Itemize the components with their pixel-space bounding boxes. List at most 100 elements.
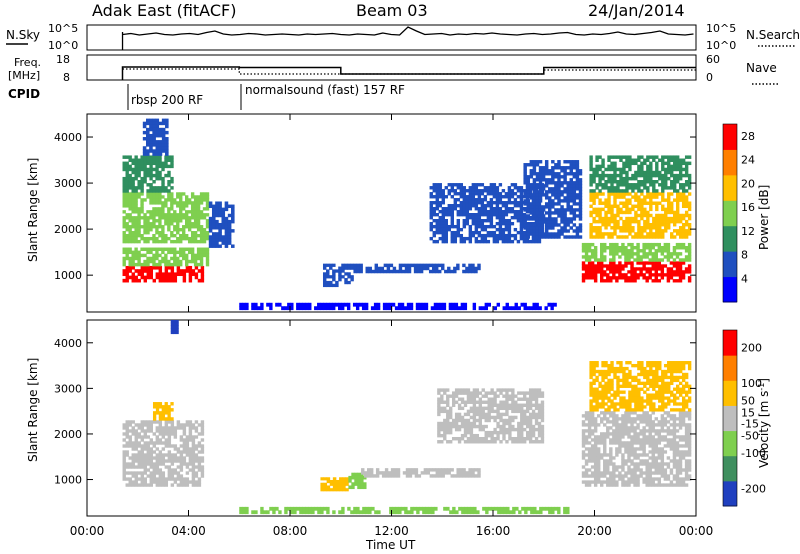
velocity-cell [663,468,668,472]
power-cell [486,215,491,220]
sky-noise-trace [121,26,694,50]
power-cell [631,219,635,224]
power-cell [538,190,543,194]
power-cell [173,225,177,229]
power-cell [651,273,655,277]
power-cell [598,167,602,172]
power-cell [631,195,635,199]
velocity-cell [481,406,485,411]
velocity-cell [164,477,169,481]
velocity-cell [131,441,135,445]
power-cell [215,235,219,239]
velocity-cell [531,409,536,414]
velocity-cell [454,415,459,420]
velocity-cell [170,320,174,324]
power-cell [666,242,671,247]
velocity-cell [164,444,169,448]
power-cell [462,221,467,226]
power-cell [134,253,138,258]
power-cell [630,279,634,283]
velocity-cell [505,430,509,435]
power-cell [149,269,153,273]
power-cell [593,273,598,277]
velocity-cell [128,465,132,469]
velocity-cell [531,433,536,438]
power-cell [221,241,226,245]
power-cell [389,269,394,274]
nave-tick-top: 60 [706,53,720,66]
velocity-cell [496,403,500,408]
velocity-cell [511,388,515,392]
velocity-cell [302,510,306,515]
power-cell [492,183,497,187]
velocity-cell [367,474,371,478]
power-cell [628,183,632,187]
power-cell [495,195,500,199]
velocity-cell [660,471,665,475]
power-cell [392,269,397,274]
velocity-cell [615,453,619,457]
power-cell [661,183,665,187]
velocity-cell [437,440,441,444]
power-cell [658,235,662,239]
power-cell [625,229,629,233]
power-cell [187,210,192,214]
power-cell [483,204,488,208]
velocity-cell [490,397,494,401]
velocity-cell [155,471,160,475]
power-cell [529,205,534,209]
power-cell [657,258,662,262]
power-cell [603,258,607,262]
power-cell [231,210,235,215]
cpid-program-rbsp: rbsp 200 RF [131,93,203,107]
power-cell [639,255,643,259]
power-cell [649,226,653,230]
velocity-cell [503,510,507,515]
velocity-cell [164,429,169,433]
power-cell [143,231,147,235]
power-cell [185,256,189,261]
velocity-cell [125,426,129,430]
power-cell [224,235,229,239]
power-cell [474,213,479,217]
power-cell [128,219,132,223]
power-colorbar-tick: 28 [741,130,755,143]
power-cell [666,258,671,262]
power-cell [158,233,162,238]
velocity-cell [528,412,533,417]
velocity-cell [435,468,439,472]
velocity-cell [437,391,441,395]
power-cell [526,205,530,209]
power-cell [158,161,162,166]
power-cell [128,247,132,252]
power-cell [182,272,187,277]
velocity-cell [356,506,360,511]
power-cell [622,170,626,175]
velocity-cell [396,471,401,475]
velocity-cell [384,471,389,475]
power-cell [495,233,500,238]
power-cell [598,176,602,181]
power-cell [447,269,451,274]
velocity-cell [137,453,141,457]
power-cell [221,219,226,224]
power-cell [465,215,470,220]
velocity-cell [152,405,157,409]
velocity-cell [639,441,643,445]
velocity-cell [502,421,506,426]
velocity-cell [496,436,500,441]
power-cell [619,195,623,199]
velocity-cell [463,421,468,426]
velocity-cell [375,468,380,472]
power-cell [152,127,156,132]
velocity-cell [170,420,175,424]
velocity-cell [194,465,199,469]
power-cell [221,238,226,242]
power-cell [231,229,235,233]
power-cell [526,235,530,239]
velocity-cell [666,465,671,469]
power-cell [188,278,193,283]
velocity-cell [137,423,141,427]
power-cell [589,195,593,199]
power-cell [441,263,445,268]
